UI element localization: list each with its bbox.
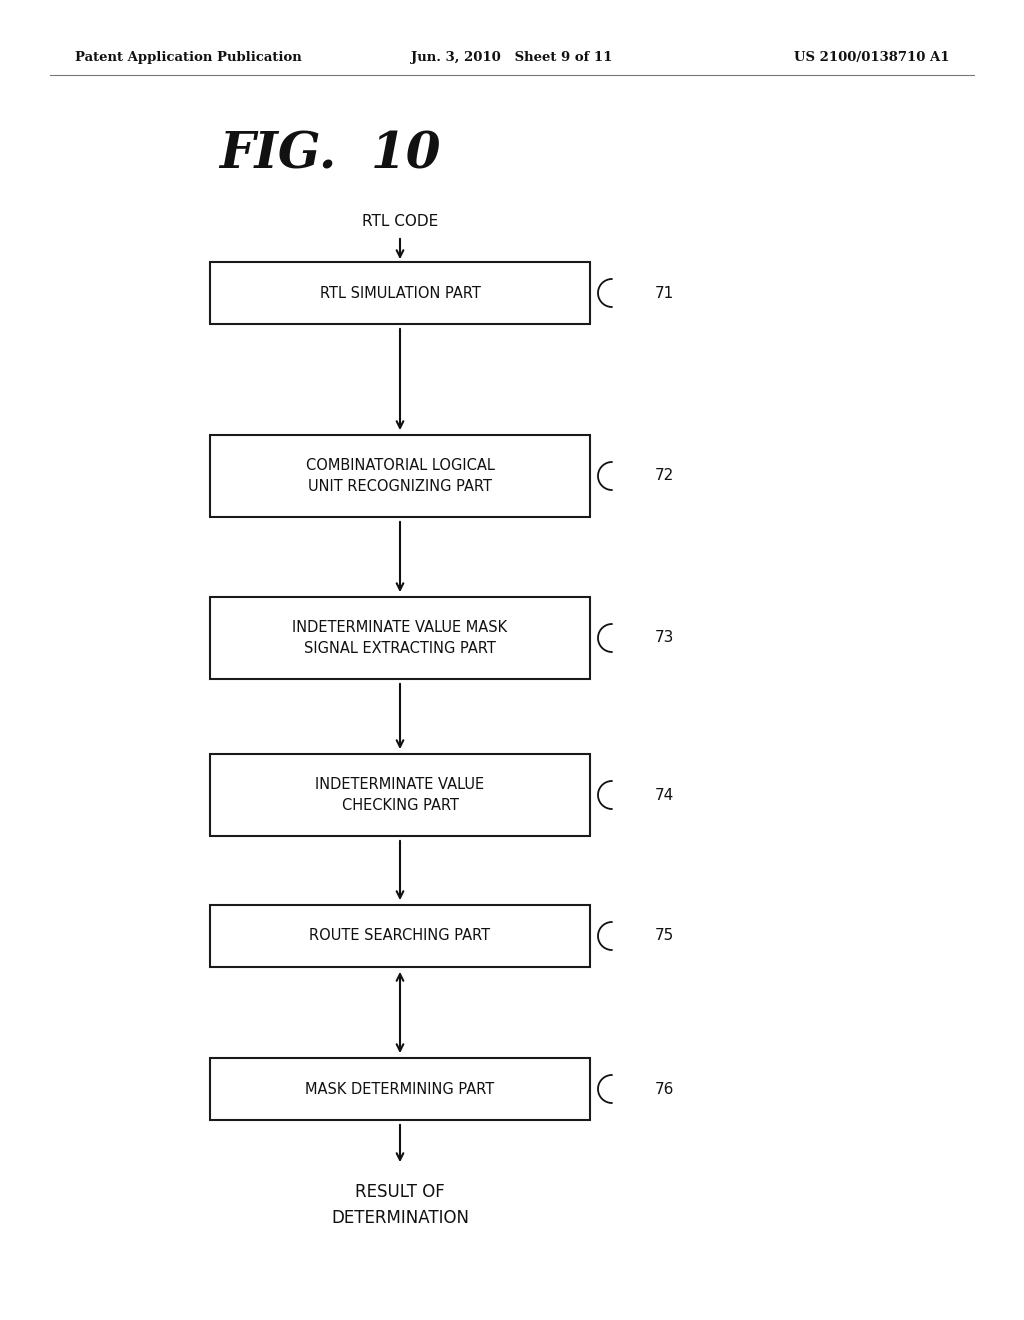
Text: FIG.  10: FIG. 10 xyxy=(219,131,440,180)
Text: RTL CODE: RTL CODE xyxy=(361,214,438,230)
Bar xyxy=(210,754,590,836)
Text: ROUTE SEARCHING PART: ROUTE SEARCHING PART xyxy=(309,928,490,944)
Text: RTL SIMULATION PART: RTL SIMULATION PART xyxy=(319,285,480,301)
Text: 76: 76 xyxy=(655,1081,675,1097)
Text: 75: 75 xyxy=(655,928,674,944)
Text: INDETERMINATE VALUE MASK
SIGNAL EXTRACTING PART: INDETERMINATE VALUE MASK SIGNAL EXTRACTI… xyxy=(293,620,508,656)
Text: 73: 73 xyxy=(655,631,675,645)
Text: 71: 71 xyxy=(655,285,674,301)
Text: 74: 74 xyxy=(655,788,674,803)
Text: US 2100/0138710 A1: US 2100/0138710 A1 xyxy=(795,51,950,65)
Bar xyxy=(210,906,590,968)
Text: COMBINATORIAL LOGICAL
UNIT RECOGNIZING PART: COMBINATORIAL LOGICAL UNIT RECOGNIZING P… xyxy=(305,458,495,494)
Bar xyxy=(210,597,590,678)
Bar xyxy=(210,261,590,323)
Text: MASK DETERMINING PART: MASK DETERMINING PART xyxy=(305,1081,495,1097)
Text: INDETERMINATE VALUE
CHECKING PART: INDETERMINATE VALUE CHECKING PART xyxy=(315,777,484,813)
Text: RESULT OF
DETERMINATION: RESULT OF DETERMINATION xyxy=(331,1183,469,1228)
Bar xyxy=(210,1059,590,1119)
Text: 72: 72 xyxy=(655,469,674,483)
Bar xyxy=(210,436,590,517)
Text: Patent Application Publication: Patent Application Publication xyxy=(75,51,302,65)
Text: Jun. 3, 2010   Sheet 9 of 11: Jun. 3, 2010 Sheet 9 of 11 xyxy=(412,51,612,65)
